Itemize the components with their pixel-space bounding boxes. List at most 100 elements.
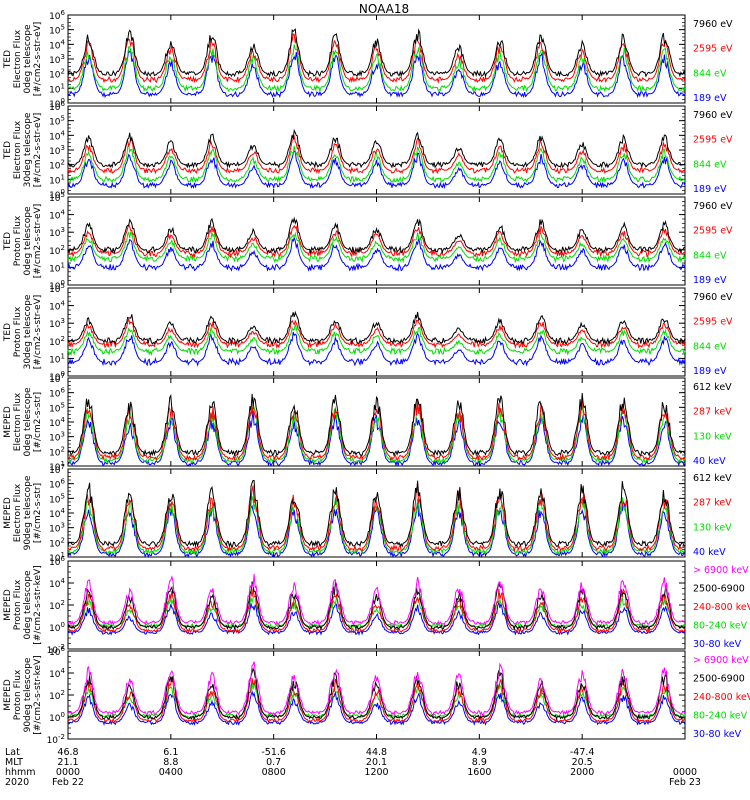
series-line-7960-ev: [67, 128, 686, 169]
y-tick-label: 101: [49, 173, 65, 186]
series-line-30-80-kev: [67, 600, 686, 636]
y-axis-label-line: [#/cm2-s-str]: [33, 483, 43, 543]
panel-8: 10-2 100 102 104 106 MEPED Proton Flux 90deg te…: [3, 645, 750, 746]
series-line-240-800-kev: [67, 587, 686, 634]
y-tick-label: 106: [49, 100, 65, 113]
legend-entry: 189 eV: [693, 184, 727, 195]
series-line--6900-kev: [67, 573, 686, 626]
x-row-label: hhmm: [5, 767, 36, 778]
y-tick-label: 106: [49, 9, 65, 22]
y-axis-label-line: Electron Flux: [13, 392, 23, 451]
x-tick-label: 4.9: [472, 747, 487, 758]
legend-entry: 80-240 keV: [693, 711, 748, 722]
x-tick-label: 0400: [159, 767, 183, 778]
y-tick-label: 100: [49, 279, 65, 292]
legend-entry: 2500-6900: [693, 584, 745, 595]
legend-entry: 844 eV: [693, 250, 727, 261]
x-tick-label: 46.8: [57, 747, 78, 758]
y-tick-label: 104: [49, 300, 65, 313]
y-tick-label: 102: [49, 689, 65, 702]
y-tick-label: 101: [49, 352, 65, 365]
y-axis-label-line: Electron Flux: [13, 120, 23, 179]
legend-entry: 130 keV: [693, 431, 732, 442]
y-tick-label: 106: [49, 478, 65, 491]
y-axis-label-line: TED: [3, 141, 13, 160]
legend-entry: 240-800 keV: [693, 602, 750, 613]
legend-entry: 287 keV: [693, 498, 732, 509]
y-axis-label: TED Electron Flux 0deg telescope [#/cm2-s-s…: [3, 22, 43, 97]
series-line-7960-ev: [67, 28, 686, 79]
y-tick-label: 102: [49, 244, 65, 257]
y-axis-label: TED Electron Flux 30deg telescope [#/cm2-s-…: [3, 112, 43, 187]
legend-entry: 844 eV: [693, 341, 727, 352]
y-axis-label-line: 90deg telescope: [23, 475, 33, 550]
legend-entry: 240-800 keV: [693, 692, 750, 703]
y-axis-label-line: 0deg telescope: [23, 24, 33, 94]
legend-entry: 844 eV: [693, 159, 727, 170]
y-tick-label: 105: [49, 401, 65, 414]
y-tick-label: 101: [49, 551, 65, 564]
y-tick-label: 102: [49, 159, 65, 172]
y-tick-label: 104: [49, 507, 65, 520]
y-tick-label: 105: [49, 282, 65, 295]
panel-frame: [67, 14, 686, 104]
legend-entry: 189 eV: [693, 93, 727, 104]
legend-entry: > 6900 keV: [693, 565, 749, 576]
y-axis-label-line: [#/cm2-s-str-eV]: [33, 204, 43, 279]
series-line-844-ev: [67, 323, 686, 356]
y-tick-label: 106: [49, 645, 65, 658]
series-line-189-ev: [67, 47, 686, 99]
y-axis-label-line: Proton Flux: [13, 215, 23, 266]
panel-frame: [67, 560, 686, 650]
series-line-2500-6900: [67, 581, 686, 631]
y-axis-label-line: Proton Flux: [13, 669, 23, 720]
y-tick-label: 104: [49, 416, 65, 429]
y-axis-label: TED Proton Flux 30deg telescope [#/cm2-s-st…: [3, 294, 43, 369]
legend-entry: 30-80 keV: [693, 639, 742, 650]
y-tick-label: 103: [49, 53, 65, 66]
legend-entry: 2595 eV: [693, 317, 733, 328]
x-tick-label: -47.4: [570, 747, 595, 758]
x-tick-label: 2000: [570, 767, 594, 778]
series-line-189-ev: [67, 331, 686, 367]
y-tick-label: 104: [49, 129, 65, 142]
panel-3: 100 101 102 103 104 105 TED Proton Flux 0deg tel…: [3, 191, 733, 292]
legend-entry: 30-80 keV: [693, 729, 742, 740]
series-line-2595-ev: [67, 223, 686, 259]
y-tick-label: 105: [49, 24, 65, 37]
panel-frame: [67, 287, 686, 377]
y-tick-label: 104: [49, 577, 65, 590]
series-line--6900-kev: [67, 661, 686, 716]
y-axis-label-line: 0deg telescope: [23, 570, 33, 640]
y-tick-label: 104: [49, 38, 65, 51]
x-tick-label: 6.1: [163, 747, 178, 758]
y-axis-label-line: Proton Flux: [13, 579, 23, 630]
y-axis-label-line: [#/cm2-s-str-keV]: [33, 565, 43, 644]
y-tick-label: 100: [49, 370, 65, 383]
x-tick-label: 0.7: [266, 757, 281, 768]
y-tick-label: 104: [49, 667, 65, 680]
y-axis-label: TED Proton Flux 0deg telescope [#/cm2-s-str…: [3, 204, 43, 279]
y-axis-label-line: 90deg telescope: [23, 657, 33, 732]
y-axis-label-line: Proton Flux: [13, 306, 23, 357]
figure-title: NOAA18: [359, 2, 409, 16]
x-tick-label: 20.5: [572, 757, 593, 768]
panel-4: 100 101 102 103 104 105 TED Proton Flux 30deg te…: [3, 282, 733, 383]
series-line-2595-ev: [67, 318, 686, 349]
y-tick-label: 100: [49, 711, 65, 724]
series-line-189-ev: [67, 236, 686, 272]
y-tick-label: 103: [49, 317, 65, 330]
x-row-label: 2020: [5, 777, 29, 788]
series-line-612-kev: [67, 393, 686, 458]
x-tick-label: 0000: [56, 767, 80, 778]
legend-entry: 2595 eV: [693, 135, 733, 146]
y-axis-label-line: [#/cm2-s-str-eV]: [33, 295, 43, 370]
legend-entry: 844 eV: [693, 68, 727, 79]
legend-entry: 612 keV: [693, 473, 732, 484]
legend-entry: 2595 eV: [693, 44, 733, 55]
y-axis-label-line: [#/cm2-s-str-keV]: [33, 655, 43, 734]
x-tick-label: 1200: [364, 767, 388, 778]
y-tick-label: 105: [49, 492, 65, 505]
